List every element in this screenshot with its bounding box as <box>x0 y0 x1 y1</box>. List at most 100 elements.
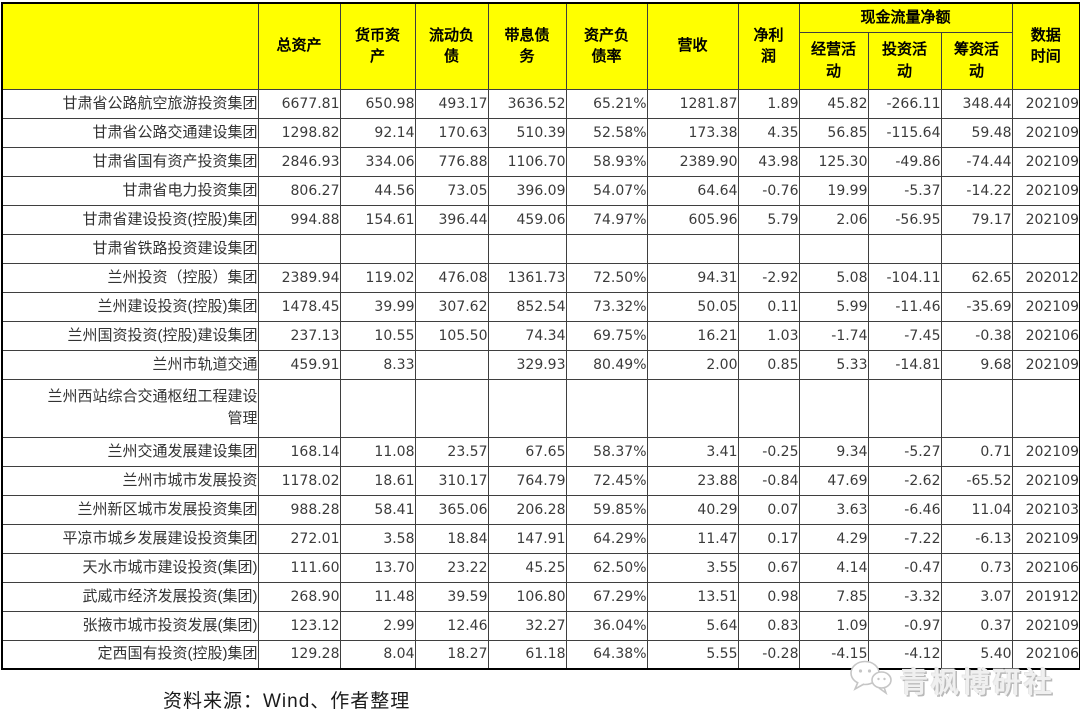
company-name-cell: 甘肃省公路交通建设集团 <box>1 117 259 148</box>
period-cell: 202106 <box>1011 552 1080 583</box>
value-cell: 67.65 <box>487 436 567 467</box>
value-cell: -0.47 <box>867 552 942 583</box>
column-header-monetary-assets: 货币资 产 <box>339 2 416 90</box>
table-header-row-sub: 经营活 动 投资活 动 筹资活 动 <box>2 31 1080 90</box>
value-cell: -0.76 <box>737 175 800 206</box>
value-cell: 0.71 <box>940 436 1013 467</box>
value-cell: 237.13 <box>257 320 341 351</box>
value-cell: 852.54 <box>487 291 567 322</box>
value-cell: 0.67 <box>737 552 800 583</box>
value-cell: -5.27 <box>867 436 942 467</box>
period-cell: 202012 <box>1011 262 1080 293</box>
period-cell: 202109 <box>1011 204 1080 235</box>
company-name-cell: 兰州国资投资(控股)建设集团 <box>1 320 259 351</box>
value-cell: 650.98 <box>339 88 416 119</box>
value-cell: 10.55 <box>339 320 416 351</box>
value-cell: 272.01 <box>257 523 341 554</box>
company-name-cell: 兰州市轨道交通 <box>1 349 259 380</box>
value-cell <box>414 233 489 264</box>
period-cell: 202109 <box>1011 291 1080 322</box>
company-name-cell: 武威市经济发展投资(集团) <box>1 581 259 612</box>
value-cell <box>487 233 567 264</box>
period-cell: 201912 <box>1011 581 1080 612</box>
value-cell: 7.85 <box>798 581 869 612</box>
value-cell: -0.25 <box>737 436 800 467</box>
value-cell: 1.03 <box>737 320 800 351</box>
value-cell: 5.64 <box>646 610 739 641</box>
company-name-cell: 兰州新区城市发展投资集团 <box>1 494 259 525</box>
value-cell: -35.69 <box>940 291 1013 322</box>
value-cell: 459.91 <box>257 349 341 380</box>
company-name-cell: 兰州交通发展建设集团 <box>1 436 259 467</box>
value-cell: 0.85 <box>737 349 800 380</box>
period-cell: 202106 <box>1011 639 1080 670</box>
value-cell: 39.99 <box>339 291 416 322</box>
value-cell: -4.15 <box>798 639 869 670</box>
value-cell: -266.11 <box>867 88 942 119</box>
value-cell: 776.88 <box>414 146 489 177</box>
value-cell: 493.17 <box>414 88 489 119</box>
value-cell: 65.21% <box>565 88 648 119</box>
value-cell: 16.21 <box>646 320 739 351</box>
period-cell: 202109 <box>1011 88 1080 119</box>
period-cell: 202109 <box>1011 465 1080 496</box>
value-cell: 4.35 <box>737 117 800 148</box>
period-cell <box>1011 378 1080 438</box>
value-cell: 5.79 <box>737 204 800 235</box>
value-cell: -0.84 <box>737 465 800 496</box>
value-cell: 1.09 <box>798 610 869 641</box>
value-cell: 334.06 <box>339 146 416 177</box>
value-cell: 74.97% <box>565 204 648 235</box>
table-row: 甘肃省国有资产投资集团 2846.93 334.06 776.88 1106.7… <box>1 146 1080 177</box>
value-cell: 92.14 <box>339 117 416 148</box>
value-cell: 45.82 <box>798 88 869 119</box>
value-cell: 396.44 <box>414 204 489 235</box>
period-cell: 202106 <box>1011 320 1080 351</box>
table-header-row-top: 总资产 货币资 产 流动负 债 带息债 务 资产负 债率 营收 净利 润 现金流… <box>1 2 1080 90</box>
company-name-cell: 甘肃省电力投资集团 <box>1 175 259 206</box>
value-cell: 54.07% <box>565 175 648 206</box>
value-cell: 62.65 <box>940 262 1013 293</box>
table-row: 甘肃省公路航空旅游投资集团 6677.81 650.98 493.17 3636… <box>1 88 1080 119</box>
table-row: 定西国有投资(控股)集团 129.28 8.04 18.27 61.18 64.… <box>1 639 1080 670</box>
table-row: 甘肃省公路交通建设集团 1298.82 92.14 170.63 510.39 … <box>1 117 1080 148</box>
value-cell: 147.91 <box>487 523 567 554</box>
value-cell: 8.04 <box>339 639 416 670</box>
value-cell: 123.12 <box>257 610 341 641</box>
company-name-cell: 兰州西站综合交通枢纽工程建设 管理 <box>1 378 259 438</box>
table-row: 兰州交通发展建设集团 168.14 11.08 23.57 67.65 58.3… <box>1 436 1080 467</box>
value-cell: 111.60 <box>257 552 341 583</box>
period-cell: 202109 <box>1011 146 1080 177</box>
value-cell: 0.07 <box>737 494 800 525</box>
value-cell: 206.28 <box>487 494 567 525</box>
value-cell <box>940 233 1013 264</box>
value-cell: 64.64 <box>646 175 739 206</box>
value-cell: 59.85% <box>565 494 648 525</box>
company-name-cell: 定西国有投资(控股)集团 <box>1 639 259 670</box>
column-header-current-liabilities: 流动负 债 <box>414 2 489 90</box>
value-cell: 43.98 <box>737 146 800 177</box>
value-cell: 0.73 <box>940 552 1013 583</box>
column-header-investing-activities: 投资活 动 <box>867 31 942 90</box>
value-cell: -1.74 <box>798 320 869 351</box>
value-cell <box>414 349 489 380</box>
period-cell <box>1011 233 1080 264</box>
table-header: 总资产 货币资 产 流动负 债 带息债 务 资产负 债率 营收 净利 润 现金流… <box>1 2 1080 90</box>
value-cell: 56.85 <box>798 117 869 148</box>
value-cell: 73.05 <box>414 175 489 206</box>
table-row: 天水市城市建设投资(集团) 111.60 13.70 23.22 45.25 6… <box>1 552 1080 583</box>
value-cell: 72.50% <box>565 262 648 293</box>
value-cell: 510.39 <box>487 117 567 148</box>
value-cell: 119.02 <box>339 262 416 293</box>
table-row: 平凉市城乡发展建设投资集团 272.01 3.58 18.84 147.91 6… <box>1 523 1080 554</box>
value-cell: 61.18 <box>487 639 567 670</box>
value-cell: 3.07 <box>940 581 1013 612</box>
table-row: 兰州投资（控股）集团 2389.94 119.02 476.08 1361.73… <box>1 262 1080 293</box>
value-cell: 605.96 <box>646 204 739 235</box>
value-cell: 154.61 <box>339 204 416 235</box>
table-row: 兰州建设投资(控股)集团 1478.45 39.99 307.62 852.54… <box>1 291 1080 322</box>
value-cell: -14.22 <box>940 175 1013 206</box>
value-cell: 59.48 <box>940 117 1013 148</box>
value-cell: 173.38 <box>646 117 739 148</box>
value-cell: 129.28 <box>257 639 341 670</box>
